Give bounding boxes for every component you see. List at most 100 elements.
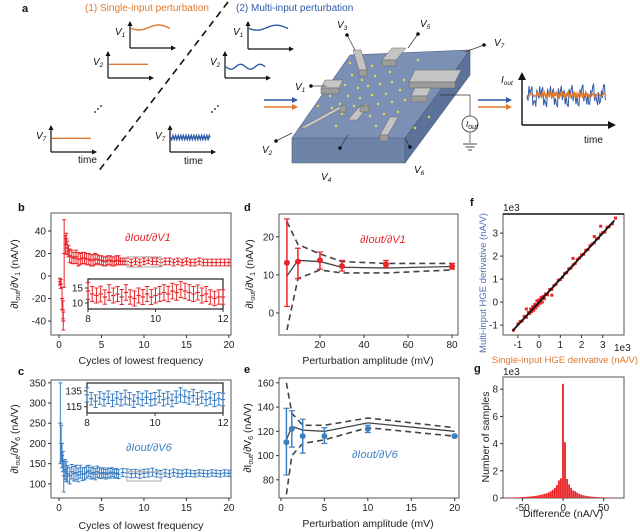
data-point bbox=[208, 289, 213, 305]
scatter-point bbox=[535, 299, 539, 303]
data-point bbox=[321, 427, 328, 445]
data-point bbox=[101, 392, 107, 407]
data-point bbox=[451, 433, 458, 440]
panel-letter-c: c bbox=[18, 366, 24, 378]
nanoparticle-dot bbox=[396, 110, 400, 114]
scatter-point bbox=[533, 302, 537, 306]
nanoparticle-dot bbox=[398, 88, 402, 92]
nanoparticle-dot bbox=[416, 58, 420, 62]
histogram-bar bbox=[525, 496, 528, 498]
x-tick-label: 20 bbox=[449, 503, 461, 514]
y-tick-label: 10 bbox=[263, 270, 275, 281]
x-tick-label: 5 bbox=[99, 503, 105, 514]
x-tick-label: 40 bbox=[358, 340, 370, 351]
output-time-label: time bbox=[584, 135, 603, 146]
y-tick-label: 40 bbox=[35, 227, 47, 238]
annotation-d: ∂Iout/∂V1 bbox=[360, 234, 406, 246]
data-point bbox=[133, 257, 138, 266]
point-marker bbox=[321, 433, 328, 440]
data-point bbox=[171, 468, 176, 477]
y-tick-label: 0 bbox=[268, 308, 274, 319]
terminal-dots bbox=[274, 32, 486, 150]
data-point bbox=[203, 286, 209, 302]
data-point bbox=[76, 467, 81, 483]
waveform bbox=[248, 24, 289, 31]
histogram-bar bbox=[558, 480, 560, 498]
data-point bbox=[91, 254, 96, 267]
data-point bbox=[184, 257, 189, 266]
x-tick-label: 20 bbox=[223, 340, 235, 351]
input-waveform-graphs: V1 V2 V7 V1 V2 V7 time time bbox=[36, 21, 294, 167]
chart-e: 0 5 10 15 20 80 100 120 140 160 bbox=[257, 377, 461, 514]
data-point bbox=[163, 468, 168, 478]
data-point bbox=[61, 311, 66, 331]
data-point bbox=[67, 248, 72, 264]
point-marker bbox=[451, 433, 458, 440]
data-point bbox=[110, 467, 115, 478]
e-ylabel: ∂Iout/∂V6 (nA/V) bbox=[242, 403, 255, 473]
nanoparticle-dot bbox=[358, 96, 362, 100]
nanoparticle-dot bbox=[348, 61, 352, 65]
data-point bbox=[338, 259, 345, 272]
data-point bbox=[115, 286, 120, 302]
x-tick-label: 12 bbox=[217, 314, 229, 325]
voltage-label: V2 bbox=[93, 57, 104, 69]
f-ylabel: Multi-input HGE derivative (nA/V) bbox=[478, 213, 489, 353]
histogram-bar bbox=[570, 487, 573, 498]
data-point bbox=[157, 286, 162, 302]
x-tick-label: 3 bbox=[600, 340, 606, 351]
y-tick-label: 2 bbox=[492, 252, 498, 263]
scatter-point bbox=[540, 300, 544, 304]
waveform-graph: V7 bbox=[155, 125, 216, 155]
e-xlabel: Perturbation amplitude (mV) bbox=[302, 518, 433, 530]
data-point bbox=[74, 464, 79, 481]
scatter-point bbox=[530, 310, 534, 314]
histogram-bar bbox=[564, 442, 566, 498]
histogram-bar bbox=[590, 496, 593, 498]
data-point bbox=[116, 469, 121, 480]
svg-text:V5: V5 bbox=[420, 19, 431, 31]
nanoparticle-dot bbox=[390, 100, 394, 104]
data-point bbox=[212, 290, 217, 307]
data-point bbox=[180, 258, 185, 267]
b-xlabel: Cycles of lowest frequency bbox=[79, 355, 205, 367]
svg-text:V1: V1 bbox=[295, 82, 306, 94]
y-tick-label: 10 bbox=[72, 299, 84, 310]
data-point bbox=[82, 467, 87, 481]
nanoparticle-dot bbox=[352, 104, 356, 108]
scatter-point bbox=[532, 308, 536, 312]
data-point bbox=[209, 258, 214, 267]
nanoparticle-dot bbox=[402, 78, 406, 82]
data-point bbox=[131, 394, 136, 408]
data-point bbox=[93, 468, 98, 481]
data-point bbox=[226, 469, 231, 478]
scatter-point bbox=[614, 216, 618, 220]
data-point bbox=[137, 258, 142, 267]
data-point bbox=[218, 470, 223, 478]
histogram-bar bbox=[553, 487, 556, 498]
histogram-bar bbox=[519, 497, 522, 498]
y-tick-label: 2 bbox=[492, 466, 498, 477]
electrode-top bbox=[408, 69, 462, 83]
data-point bbox=[195, 391, 200, 406]
data-point bbox=[174, 284, 179, 301]
histogram-bar bbox=[598, 497, 601, 498]
electrode-wires bbox=[275, 33, 485, 149]
data-point bbox=[85, 282, 91, 300]
x-tick-label: 12 bbox=[217, 418, 229, 429]
data-point bbox=[129, 469, 134, 479]
data-point bbox=[174, 390, 179, 405]
annotation-b: ∂Iout/∂V1 bbox=[125, 232, 171, 244]
output-current-label: Iout bbox=[501, 75, 514, 87]
y-tick-label: 160 bbox=[257, 378, 274, 389]
y-tick-label: 3 bbox=[492, 229, 498, 240]
nanoparticle-dot bbox=[370, 93, 374, 97]
data-point bbox=[191, 286, 196, 302]
data-point bbox=[195, 284, 200, 301]
data-point bbox=[364, 424, 371, 434]
data-point bbox=[154, 469, 159, 478]
data-point bbox=[197, 469, 202, 477]
nanoparticle-dot bbox=[374, 124, 378, 128]
voltage-label: V7 bbox=[36, 131, 47, 143]
